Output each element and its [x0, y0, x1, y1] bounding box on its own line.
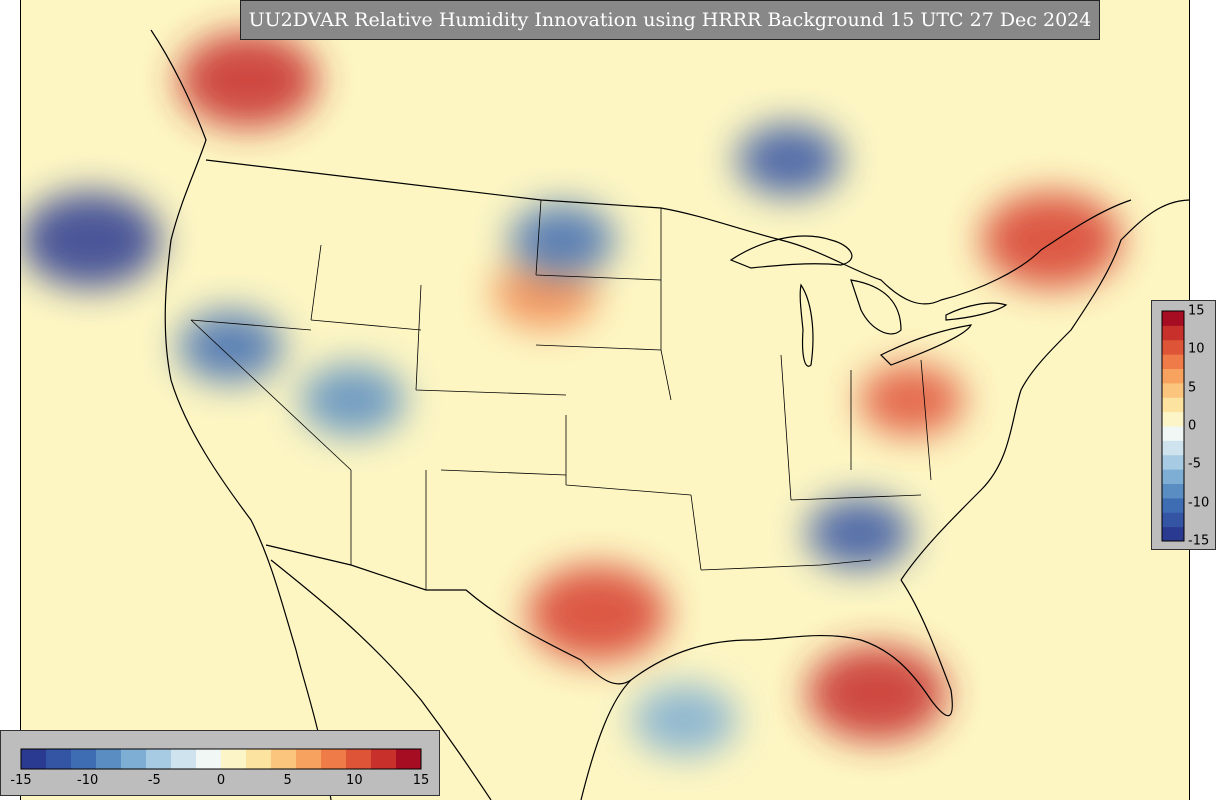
colorbar-swatch [1162, 354, 1184, 369]
colorbar-tick-label: 15 [412, 773, 430, 788]
innovation-region-strong-positive [981, 192, 1122, 288]
colorbar-tick-label: 10 [1188, 341, 1205, 357]
colorbar-tick-label: -5 [147, 773, 161, 788]
colorbar-swatch [1162, 368, 1184, 384]
innovation-region-negative [178, 310, 284, 383]
colorbar-swatch [271, 749, 297, 769]
colorbar-tick-label: -10 [1188, 495, 1210, 511]
colorbar-swatch [1162, 426, 1184, 441]
innovation-region-negative [509, 204, 615, 276]
colorbar-outline [20, 748, 422, 770]
colorbar-swatch [121, 749, 147, 769]
innovation-region-negative [806, 497, 912, 570]
colorbar-tick-label: 0 [216, 773, 226, 788]
border-us-mexico [265, 544, 632, 685]
coastline-east [900, 199, 1189, 581]
rh-innovation-map [21, 0, 1189, 800]
colorbar-swatch [296, 749, 322, 769]
colorbar-swatch [1162, 526, 1184, 542]
colorbar-swatch [321, 749, 347, 769]
colorbar-swatch [1162, 325, 1184, 341]
lake-superior [729, 235, 853, 269]
state-and-country-borders [150, 29, 1189, 800]
coastline-west [150, 29, 332, 800]
colorbar-swatch [171, 749, 197, 769]
colorbar-vertical-gradient [1161, 310, 1185, 542]
colorbar-horizontal-gradient [20, 748, 422, 770]
colorbar-swatch [146, 749, 172, 769]
colorbar-horizontal: -15 -10 -5 0 5 10 15 [0, 730, 440, 796]
colorbar-tick-label: 10 [346, 773, 363, 788]
colorbar-swatch [46, 749, 72, 769]
innovation-region-weak-negative [632, 684, 738, 756]
colorbar-swatch [1162, 411, 1184, 427]
colorbar-tick-label: -15 [1188, 533, 1210, 549]
innovation-region-strong-positive [178, 32, 319, 128]
innovation-region-strong-positive [806, 645, 947, 742]
colorbar-vertical: -15 -10 -5 0 5 10 15 [1151, 300, 1216, 550]
innovation-region-strong-positive [527, 565, 668, 662]
colorbar-swatch [346, 749, 372, 769]
colorbar-swatch [1162, 382, 1184, 398]
colorbar-swatch [246, 749, 272, 769]
colorbar-swatch [1162, 469, 1184, 484]
lake-erie [879, 324, 973, 366]
colorbar-swatch [1162, 512, 1184, 528]
colorbar-swatch [21, 749, 47, 769]
colorbar-tick-label: -5 [1188, 456, 1201, 472]
colorbar-swatch [1162, 483, 1184, 499]
map-panel [20, 0, 1190, 800]
coastline-mexico [270, 559, 492, 800]
map-background [21, 0, 1189, 800]
colorbar-swatch [71, 749, 97, 769]
colorbar-swatch [1162, 497, 1184, 513]
innovation-region-positive [859, 364, 965, 436]
border-canada-us [205, 159, 1132, 305]
innovation-field [21, 32, 1122, 756]
colorbar-tick-label: -10 [77, 773, 99, 788]
colorbar-tick-label: 5 [283, 773, 292, 788]
colorbar-swatch [396, 749, 422, 769]
colorbar-tick-label: 0 [1188, 418, 1197, 434]
map-title: UU2DVAR Relative Humidity Innovation usi… [240, 0, 1100, 40]
colorbar-swatch [1162, 397, 1184, 413]
lake-ontario [945, 302, 1008, 321]
colorbar-tick-label: 5 [1188, 380, 1197, 396]
colorbar-swatch [96, 749, 122, 769]
colorbar-swatch [196, 749, 222, 769]
colorbar-tick-label: 15 [1188, 303, 1205, 319]
colorbar-swatch [1162, 454, 1184, 470]
innovation-region-negative [736, 124, 842, 196]
colorbar-tick-label: -15 [10, 773, 32, 788]
colorbar-swatch [1162, 311, 1184, 326]
lake-michigan [799, 283, 814, 367]
state-lines [190, 199, 932, 590]
lake-huron [850, 279, 902, 335]
innovation-region-strong-negative [21, 192, 161, 288]
colorbar-swatch [1162, 440, 1184, 456]
innovation-region-negative [300, 364, 406, 436]
colorbar-swatch [371, 749, 397, 769]
colorbar-outline [1161, 310, 1185, 542]
colorbar-swatch [1162, 339, 1184, 355]
colorbar-swatch [221, 749, 247, 769]
